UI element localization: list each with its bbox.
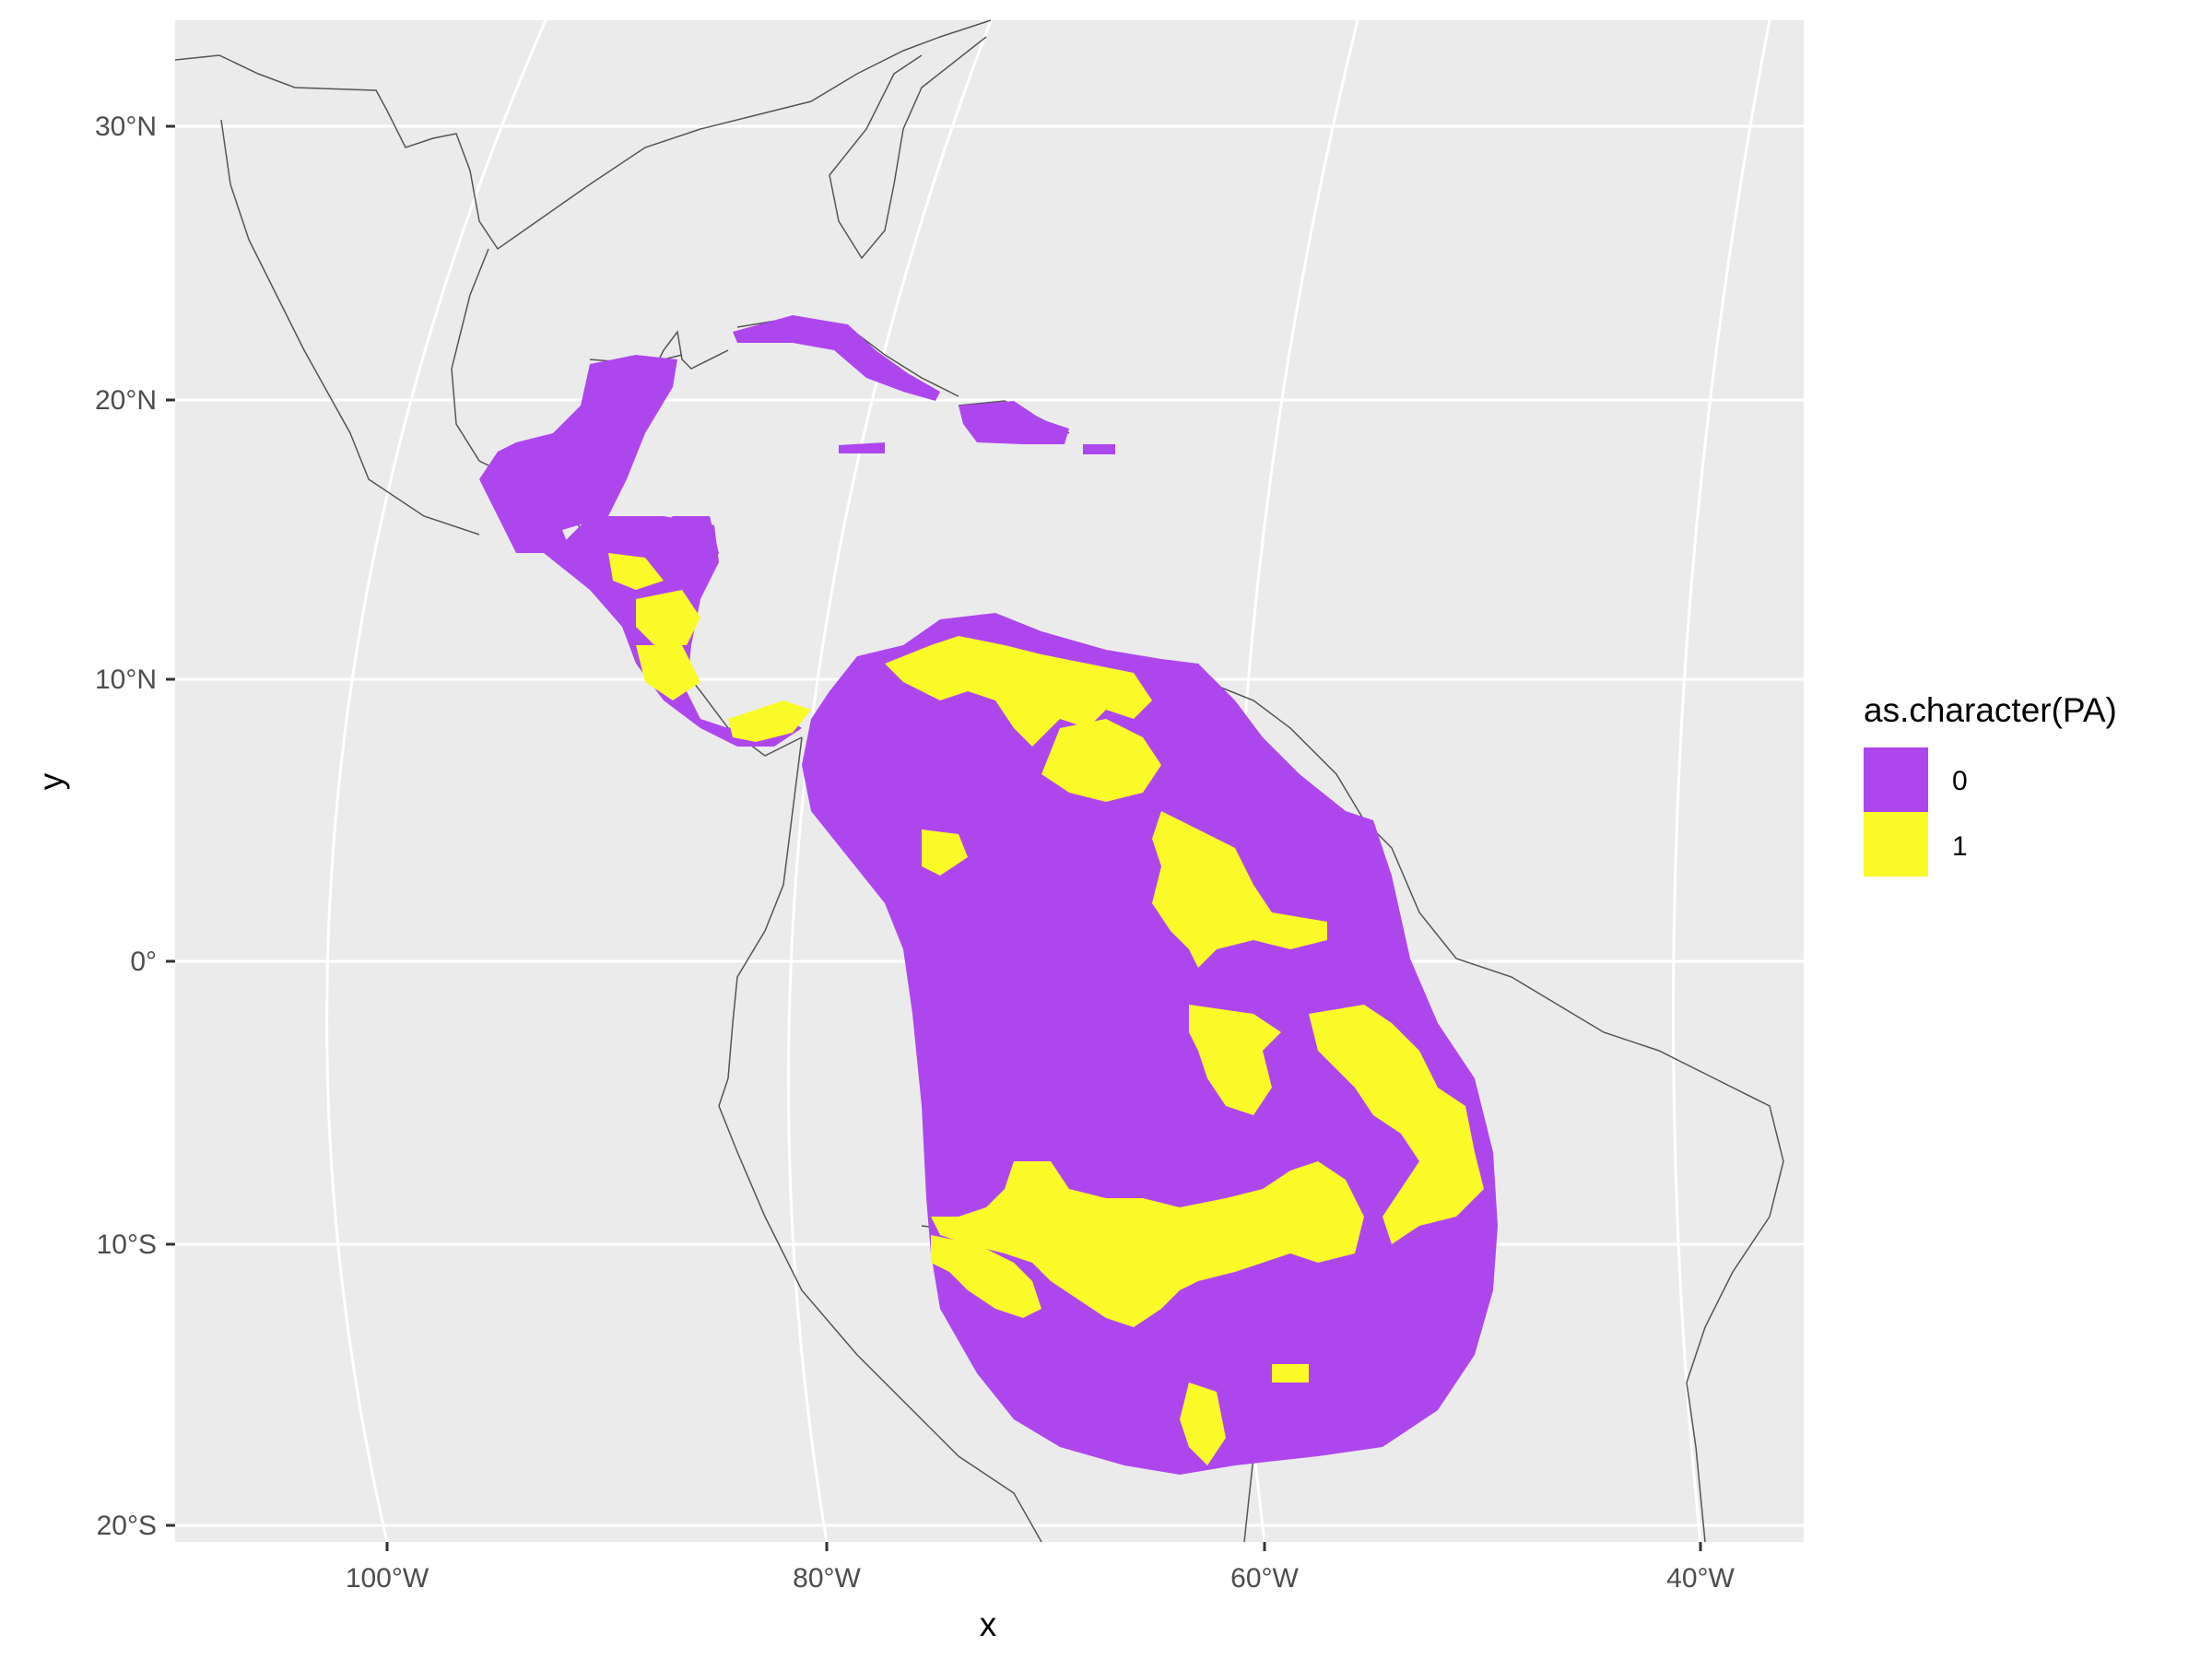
y-axis-title: y (32, 772, 70, 790)
region-guiana-1 (1152, 811, 1327, 968)
legend-key-0 (1864, 747, 1928, 812)
region-jamaica-0 (839, 442, 885, 453)
y-tick-label: 0° (130, 947, 157, 977)
region-panama-1 (728, 700, 811, 742)
x-tick-label: 80°W (793, 1563, 861, 1594)
y-tick-label: 10°S (97, 1230, 157, 1260)
y-axis-ticks (166, 124, 175, 1527)
region-north-brazil-1 (922, 830, 968, 876)
region-yucatan-1 (608, 553, 664, 590)
florida (829, 36, 987, 260)
region-nicaragua-1 (636, 645, 700, 700)
meridian-100w (325, 19, 547, 1543)
region-south-small-1 (1272, 1364, 1309, 1382)
region-east-amazon-1 (1309, 1005, 1484, 1244)
y-tick-label: 30°N (95, 112, 157, 142)
meridian-40w (1672, 19, 1771, 1543)
pa-raster-presence (608, 553, 1484, 1465)
y-tick-label: 10°N (95, 665, 157, 695)
region-south-brazil-1 (931, 1161, 1364, 1327)
legend-label-1: 1 (1952, 831, 1968, 862)
y-tick-label: 20°N (95, 385, 157, 416)
region-peru-bolivia-1 (931, 1235, 1041, 1318)
legend-key-1 (1864, 812, 1928, 877)
x-axis-title: x (980, 1606, 997, 1643)
region-hispaniola-0 (959, 401, 1069, 444)
x-tick-label: 60°W (1230, 1563, 1299, 1594)
legend-title: as.character(PA) (1864, 691, 2117, 729)
y-tick-label: 20°S (97, 1511, 157, 1541)
x-tick-label: 40°W (1666, 1563, 1735, 1594)
region-honduras-1 (636, 590, 700, 645)
region-paraguay-1 (1180, 1382, 1226, 1465)
region-colombia-north-1 (885, 636, 1152, 747)
region-cuba-0 (733, 315, 940, 401)
x-axis-ticks (385, 1542, 1702, 1551)
north-america-outline (174, 19, 992, 251)
region-puerto-rico-0 (1083, 444, 1115, 454)
region-amazon-1 (1189, 1005, 1281, 1115)
legend: as.character(PA) 0 1 (1864, 691, 2117, 877)
pacific-coast-mexico (220, 119, 480, 535)
south-america-west-coast (718, 736, 1042, 1543)
region-venezuela-1 (1041, 719, 1161, 802)
legend-label-0: 0 (1952, 766, 1968, 796)
x-tick-label: 100°W (346, 1563, 429, 1594)
meridian-80w (786, 19, 993, 1543)
